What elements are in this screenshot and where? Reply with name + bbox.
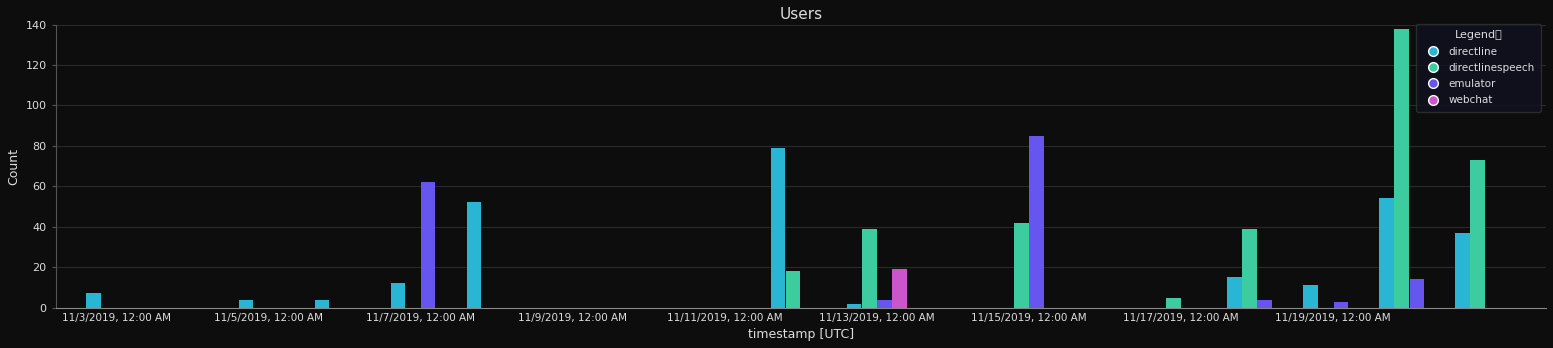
Bar	[1227, 277, 1241, 308]
Bar	[1395, 29, 1409, 308]
Bar	[1242, 229, 1256, 308]
Bar	[1166, 298, 1180, 308]
Bar	[1303, 285, 1317, 308]
Y-axis label: Count: Count	[6, 148, 20, 184]
Bar	[862, 229, 876, 308]
Bar	[1030, 136, 1044, 308]
Bar	[893, 269, 907, 308]
Bar	[391, 283, 405, 308]
Bar	[846, 303, 862, 308]
Bar	[1258, 300, 1272, 308]
Bar	[87, 293, 101, 308]
Bar	[1455, 233, 1469, 308]
Bar	[315, 300, 329, 308]
Legend: directline, directlinespeech, emulator, webchat: directline, directlinespeech, emulator, …	[1416, 24, 1541, 112]
Bar	[1014, 223, 1028, 308]
Bar	[1379, 198, 1393, 308]
Bar	[877, 300, 891, 308]
Bar	[1410, 279, 1424, 308]
Title: Users: Users	[780, 7, 823, 22]
Bar	[421, 182, 435, 308]
Bar	[770, 148, 786, 308]
Bar	[466, 203, 481, 308]
Bar	[786, 271, 800, 308]
Bar	[1471, 160, 1485, 308]
X-axis label: timestamp [UTC]: timestamp [UTC]	[749, 328, 854, 341]
Bar	[239, 300, 253, 308]
Bar	[1334, 302, 1348, 308]
